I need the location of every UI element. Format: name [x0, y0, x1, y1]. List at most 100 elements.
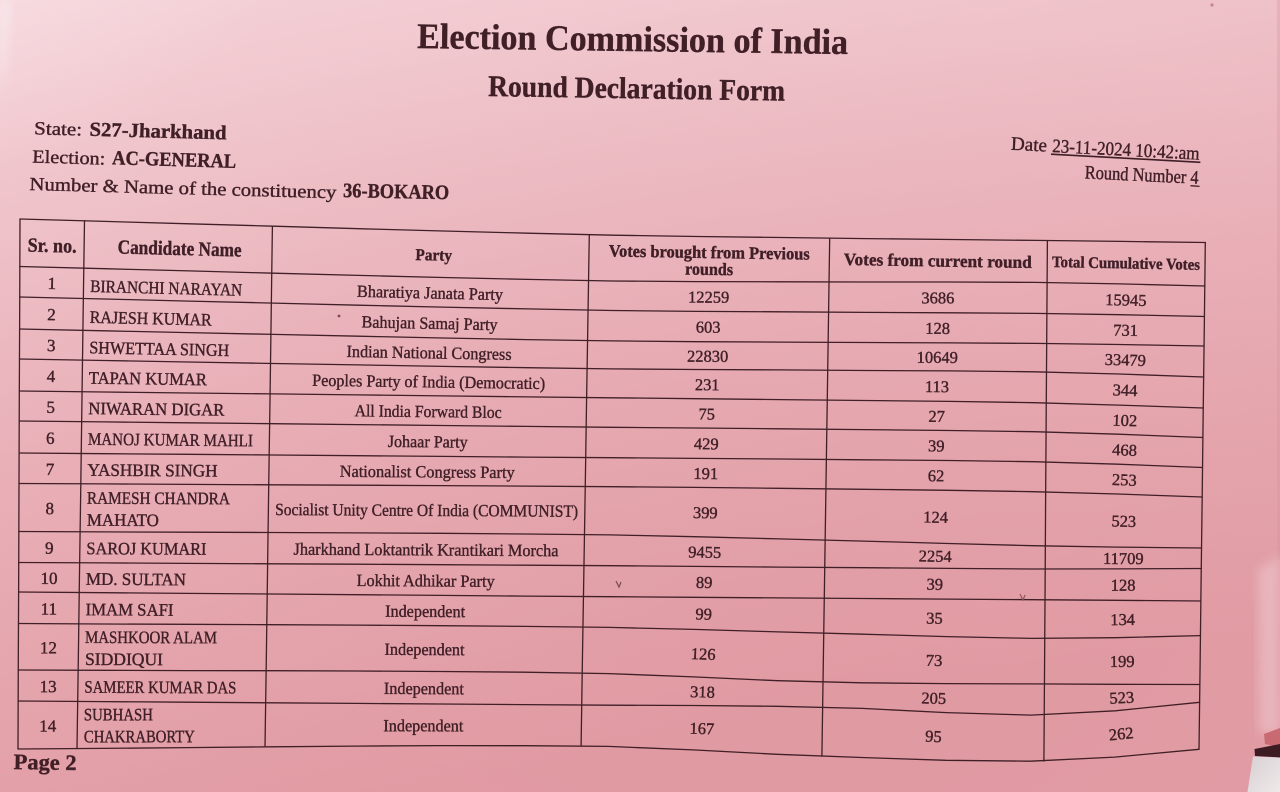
svg-text:Peoples Party of India (Democr: Peoples Party of India (Democratic)	[312, 371, 545, 393]
svg-text:Round Number 4: Round Number 4	[1084, 162, 1199, 188]
svg-text:523: 523	[1109, 688, 1135, 708]
svg-text:3686: 3686	[921, 288, 954, 307]
svg-text:113: 113	[925, 377, 949, 396]
svg-text:12: 12	[40, 638, 57, 657]
svg-text:6: 6	[46, 429, 55, 448]
svg-text:2: 2	[47, 305, 56, 324]
svg-text:7: 7	[46, 460, 55, 479]
svg-text:Election Commission of India: Election Commission of India	[417, 16, 849, 62]
svg-text:Lokhit Adhikar Party: Lokhit Adhikar Party	[357, 571, 496, 591]
svg-text:Jharkhand Loktantrik Krantikar: Jharkhand Loktantrik Krantikari Morcha	[293, 540, 559, 561]
svg-text:NIWARAN DIGAR: NIWARAN DIGAR	[88, 398, 225, 420]
svg-text:4: 4	[47, 367, 56, 386]
svg-text:Party: Party	[415, 245, 453, 265]
svg-text:11709: 11709	[1103, 549, 1144, 568]
svg-text:SHWETTAA SINGH: SHWETTAA SINGH	[89, 337, 230, 360]
svg-text:State:: State:	[34, 119, 83, 140]
svg-text:99: 99	[695, 604, 712, 623]
svg-text:95: 95	[925, 727, 942, 747]
svg-text:MD. SULTAN: MD. SULTAN	[86, 569, 186, 590]
svg-text:RAMESH CHANDRA: RAMESH CHANDRA	[87, 488, 230, 509]
svg-text:SAMEER KUMAR DAS: SAMEER KUMAR DAS	[84, 677, 236, 698]
svg-text:603: 603	[696, 318, 721, 337]
svg-text:73: 73	[926, 651, 943, 670]
svg-text:191: 191	[693, 464, 718, 483]
svg-text:BIRANCHI NARAYAN: BIRANCHI NARAYAN	[90, 276, 243, 300]
svg-text:167: 167	[689, 719, 714, 739]
svg-text:15945: 15945	[1105, 290, 1147, 310]
svg-text:39: 39	[928, 436, 945, 455]
svg-text:11: 11	[41, 599, 58, 618]
svg-text:MANOJ KUMAR MAHLI: MANOJ KUMAR MAHLI	[88, 429, 253, 451]
svg-text:CHAKRABORTY: CHAKRABORTY	[84, 726, 195, 746]
svg-text:Votes brought from Previous: Votes brought from Previous	[609, 241, 810, 264]
svg-text:Independent: Independent	[384, 679, 464, 699]
svg-text:731: 731	[1113, 320, 1138, 339]
svg-text:124: 124	[923, 507, 948, 527]
svg-text:S27-Jharkhand: S27-Jharkhand	[89, 119, 227, 145]
svg-text:9455: 9455	[688, 542, 721, 562]
svg-text:Bahujan Samaj Party: Bahujan Samaj Party	[361, 312, 498, 334]
svg-text:33479: 33479	[1104, 350, 1146, 370]
svg-text:39: 39	[927, 575, 944, 594]
svg-text:8: 8	[45, 499, 54, 518]
svg-text:75: 75	[698, 404, 715, 423]
svg-text:253: 253	[1112, 470, 1137, 490]
svg-text:Independent: Independent	[384, 640, 464, 660]
svg-text:rounds: rounds	[685, 259, 734, 280]
svg-text:399: 399	[693, 503, 718, 522]
svg-text:468: 468	[1112, 440, 1137, 460]
svg-text:SIDDIQUI: SIDDIQUI	[85, 649, 163, 669]
svg-text:102: 102	[1112, 410, 1137, 430]
svg-text:IMAM SAFI: IMAM SAFI	[85, 599, 173, 620]
svg-text:Votes from current round: Votes from current round	[844, 249, 1033, 272]
svg-text:Johaar Party: Johaar Party	[388, 432, 469, 452]
svg-text:Socialist Unity Centre Of Indi: Socialist Unity Centre Of India (COMMUNI…	[275, 500, 578, 521]
svg-text:344: 344	[1112, 380, 1137, 400]
svg-text:SUBHASH: SUBHASH	[84, 704, 153, 724]
svg-text:MASHKOOR ALAM: MASHKOOR ALAM	[85, 627, 217, 647]
svg-text:Sr. no.: Sr. no.	[27, 235, 77, 258]
svg-text:Total Cumulative Votes: Total Cumulative Votes	[1052, 254, 1200, 274]
svg-text:Nationalist Congress Party: Nationalist Congress Party	[340, 462, 516, 482]
svg-text:9: 9	[45, 539, 54, 558]
svg-text:12259: 12259	[688, 288, 729, 307]
svg-text:126: 126	[690, 644, 715, 664]
svg-text:22830: 22830	[687, 347, 728, 366]
svg-text:Indian National Congress: Indian National Congress	[346, 342, 511, 364]
svg-text:2254: 2254	[919, 546, 952, 566]
svg-text:14: 14	[39, 716, 57, 735]
svg-text:10: 10	[40, 569, 57, 588]
svg-text:Election:: Election:	[32, 148, 106, 170]
svg-text:27: 27	[928, 407, 945, 426]
svg-text:262: 262	[1108, 723, 1134, 744]
svg-text:318: 318	[690, 682, 715, 702]
svg-text:Round Declaration Form: Round Declaration Form	[488, 70, 785, 108]
svg-text:SAROJ KUMARI: SAROJ KUMARI	[86, 538, 206, 559]
svg-text:1: 1	[47, 274, 56, 293]
svg-text:128: 128	[1111, 576, 1136, 595]
svg-text:YASHBIR SINGH: YASHBIR SINGH	[87, 460, 217, 481]
svg-text:Bharatiya Janata Party: Bharatiya Janata Party	[357, 282, 504, 304]
svg-text:RAJESH KUMAR: RAJESH KUMAR	[90, 307, 213, 330]
svg-text:35: 35	[926, 608, 943, 627]
svg-text:All India Forward Bloc: All India Forward Bloc	[355, 401, 503, 422]
svg-text:36-BOKARO: 36-BOKARO	[343, 180, 449, 204]
svg-text:TAPAN KUMAR: TAPAN KUMAR	[89, 368, 208, 390]
svg-text:Independent: Independent	[383, 716, 463, 735]
svg-text:199: 199	[1110, 652, 1135, 671]
svg-text:128: 128	[925, 319, 950, 338]
svg-text:205: 205	[921, 688, 946, 708]
svg-text:10649: 10649	[917, 348, 958, 367]
svg-text:5: 5	[46, 398, 55, 417]
svg-text:Page 2: Page 2	[13, 749, 76, 775]
svg-text:Date: Date	[1011, 134, 1048, 157]
svg-text:3: 3	[47, 336, 56, 355]
svg-text:89: 89	[696, 573, 713, 592]
svg-text:13: 13	[40, 677, 57, 696]
svg-text:429: 429	[694, 434, 719, 453]
svg-text:MAHATO: MAHATO	[87, 510, 159, 530]
svg-text:523: 523	[1111, 511, 1136, 531]
svg-text:Candidate Name: Candidate Name	[117, 237, 242, 262]
svg-text:Independent: Independent	[385, 602, 465, 622]
